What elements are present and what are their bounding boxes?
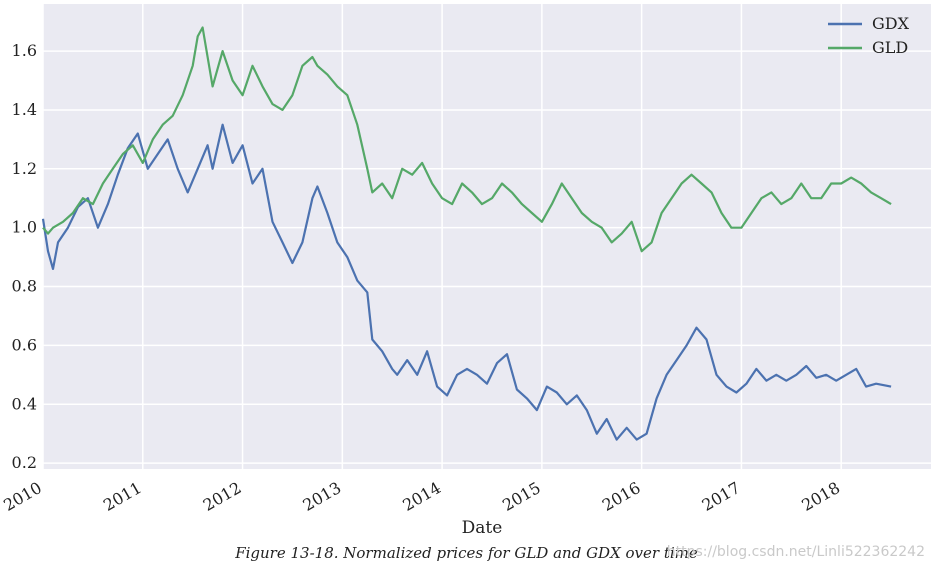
x-axis-label: Date <box>462 518 503 538</box>
x-tick-label: 2011 <box>100 478 145 515</box>
x-tick-label: 2016 <box>599 478 644 515</box>
series-line-gdx <box>41 123 892 441</box>
legend: GDX GLD <box>828 14 910 57</box>
x-tick-label: 2015 <box>499 478 544 515</box>
y-tick-label: 0.6 <box>12 335 37 354</box>
y-tick-label: 1.0 <box>12 218 37 237</box>
x-tick-label: 2013 <box>300 478 345 515</box>
y-tick-labels: 0.2 0.4 0.6 0.8 1.0 1.2 1.4 1.6 <box>12 41 37 472</box>
x-tick-label: 2010 <box>0 478 45 515</box>
y-tick-label: 0.8 <box>12 277 37 296</box>
figure-caption: Figure 13-18. Normalized prices for GLD … <box>235 544 698 562</box>
x-tick-label: 2012 <box>200 478 245 515</box>
x-tick-label: 2018 <box>798 478 843 515</box>
x-tick-label: 2014 <box>399 478 444 515</box>
plot-background <box>43 4 931 469</box>
legend-label-gld: GLD <box>872 38 908 57</box>
y-tick-label: 0.2 <box>12 453 37 472</box>
y-tick-label: 1.2 <box>12 159 37 178</box>
y-tick-label: 1.6 <box>12 41 37 60</box>
series-group <box>41 26 892 441</box>
y-tick-label: 0.4 <box>12 394 37 413</box>
y-tick-label: 1.4 <box>12 100 37 119</box>
series-line-gld <box>42 26 892 253</box>
x-tick-label: 2017 <box>699 478 744 515</box>
watermark: https://blog.csdn.net/Linli522362242 <box>666 544 925 560</box>
x-tick-labels: 2010 2011 2012 2013 2014 2015 2016 2017 2018 <box>0 478 843 515</box>
legend-label-gdx: GDX <box>872 14 910 33</box>
